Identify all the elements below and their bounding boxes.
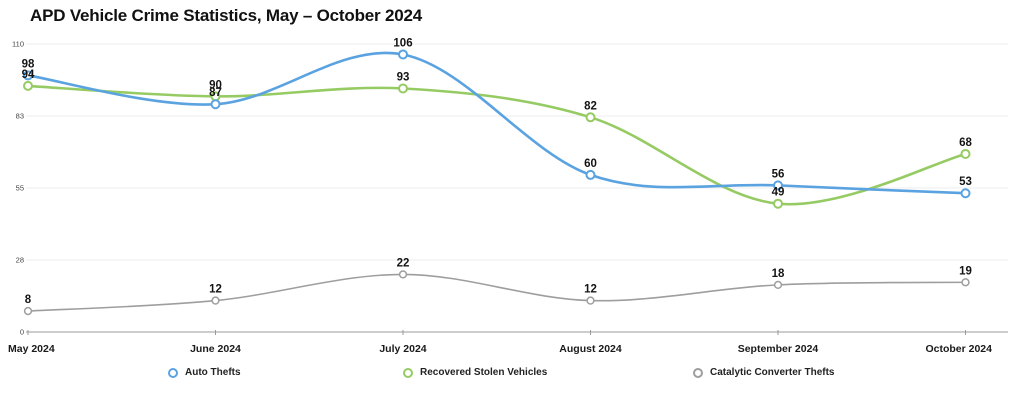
legend-label: Catalytic Converter Thefts <box>710 367 835 378</box>
legend-label: Auto Thefts <box>185 367 241 378</box>
data-point-recovered-stolen-vehicles[interactable] <box>585 112 596 123</box>
data-label-auto-thefts: 98 <box>22 58 35 70</box>
crime-line-chart: 0 28 55 83 110 May 2024 June 2024 July 2024 Augu… <box>8 37 1008 355</box>
data-point-catalytic-converter-thefts[interactable] <box>586 296 595 305</box>
data-point-auto-thefts[interactable] <box>23 70 33 81</box>
data-point-recovered-stolen-vehicles[interactable] <box>773 198 783 209</box>
series-line-recovered-stolen-vehicles <box>26 84 967 206</box>
data-label-auto-thefts: 56 <box>772 168 785 180</box>
data-point-auto-thefts[interactable] <box>960 188 971 199</box>
x-axis-label: July 2024 <box>379 343 426 355</box>
x-axis-label: September 2024 <box>738 343 819 355</box>
y-axis-tick-label: 0 <box>20 328 24 337</box>
data-point-auto-thefts[interactable] <box>773 180 783 191</box>
data-point-catalytic-converter-thefts[interactable] <box>398 270 408 279</box>
y-axis-tick-label: 110 <box>12 40 24 49</box>
series-line-catalytic-converter-thefts <box>27 273 967 312</box>
recovered-stolen-vehicles-series-marker-icon <box>403 367 413 378</box>
data-point-auto-thefts[interactable] <box>585 169 596 180</box>
data-label-recovered-stolen-vehicles: 94 <box>22 69 35 81</box>
data-point-recovered-stolen-vehicles[interactable] <box>960 148 971 159</box>
data-label-recovered-stolen-vehicles: 68 <box>959 137 972 149</box>
data-label-catalytic-converter-thefts: 8 <box>25 294 32 306</box>
data-label-recovered-stolen-vehicles: 82 <box>584 100 597 112</box>
y-axis-tick-label: 55 <box>16 184 24 193</box>
data-point-auto-thefts[interactable] <box>210 99 221 110</box>
data-label-recovered-stolen-vehicles: 93 <box>397 72 410 84</box>
catalytic-converter-thefts-series-marker-icon <box>693 367 703 378</box>
series-line-auto-thefts <box>26 51 967 195</box>
data-label-auto-thefts: 53 <box>959 176 972 188</box>
data-label-auto-thefts: 106 <box>393 37 412 49</box>
data-label-catalytic-converter-thefts: 18 <box>772 268 785 280</box>
auto-thefts-series-marker-icon <box>168 367 178 378</box>
data-point-catalytic-converter-thefts[interactable] <box>23 306 33 316</box>
data-label-catalytic-converter-thefts: 19 <box>959 265 972 277</box>
data-label-recovered-stolen-vehicles: 90 <box>209 79 222 91</box>
data-label-catalytic-converter-thefts: 12 <box>584 284 597 296</box>
legend-item-recovered-stolen-vehicles[interactable]: Recovered Stolen Vehicles <box>403 367 547 378</box>
data-label-auto-thefts: 87 <box>209 87 222 99</box>
chart-title: APD Vehicle Crime Statistics, May – Octo… <box>30 6 422 25</box>
legend-label: Recovered Stolen Vehicles <box>420 367 548 378</box>
data-label-catalytic-converter-thefts: 12 <box>209 284 222 296</box>
x-axis-label: October 2024 <box>925 343 992 355</box>
y-axis-tick-label: 83 <box>16 112 24 121</box>
x-axis-label: June 2024 <box>190 343 241 355</box>
legend-item-catalytic-converter-thefts[interactable]: Catalytic Converter Thefts <box>693 367 834 378</box>
x-axis-label: August 2024 <box>559 343 622 355</box>
data-label-catalytic-converter-thefts: 22 <box>397 257 410 269</box>
data-label-recovered-stolen-vehicles: 49 <box>772 187 785 199</box>
data-point-recovered-stolen-vehicles[interactable] <box>398 83 408 94</box>
data-point-recovered-stolen-vehicles[interactable] <box>23 80 33 91</box>
data-point-catalytic-converter-thefts[interactable] <box>773 280 783 290</box>
data-point-catalytic-converter-thefts[interactable] <box>961 278 970 287</box>
data-point-catalytic-converter-thefts[interactable] <box>211 296 220 305</box>
x-axis-label: May 2024 <box>8 343 55 355</box>
legend-item-auto-thefts[interactable]: Auto Thefts <box>168 367 241 378</box>
data-label-auto-thefts: 60 <box>584 158 597 170</box>
y-axis-tick-label: 28 <box>16 256 24 265</box>
data-point-auto-thefts[interactable] <box>398 49 408 60</box>
